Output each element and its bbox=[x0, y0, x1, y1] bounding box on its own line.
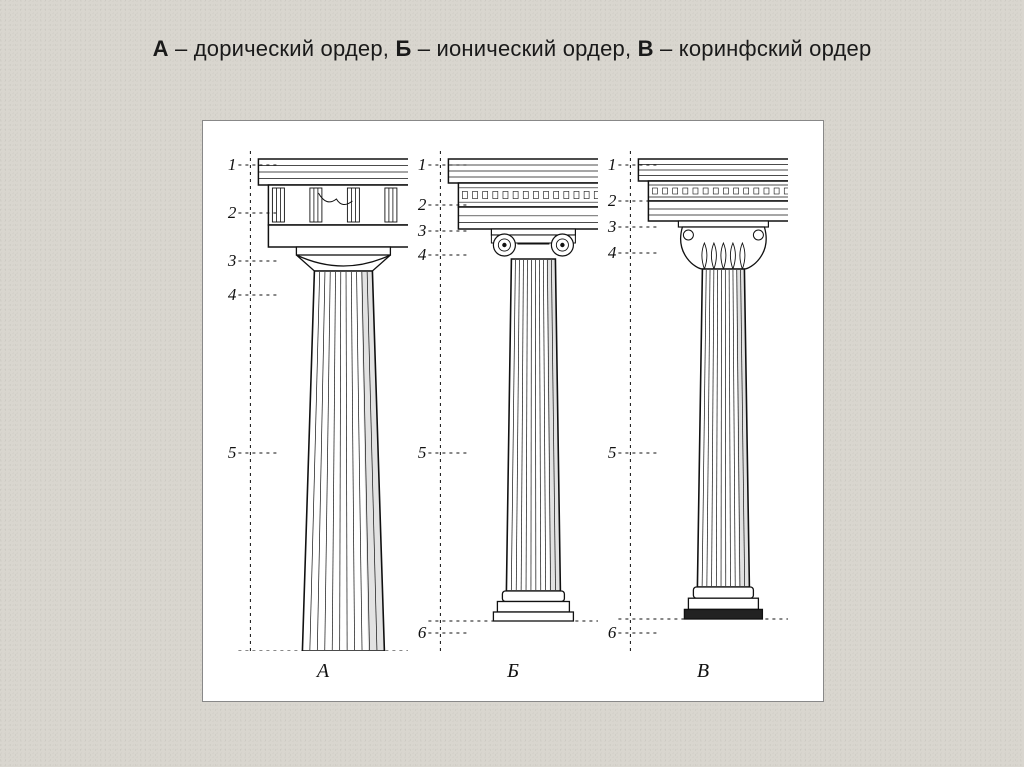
part-number-label: 6 bbox=[410, 623, 426, 643]
part-number-label: 3 bbox=[600, 217, 616, 237]
part-number-label: 5 bbox=[600, 443, 616, 463]
title-text: – дорический ордер, bbox=[169, 36, 396, 61]
part-number-label: 4 bbox=[410, 245, 426, 265]
column-svg-B bbox=[428, 151, 598, 651]
column-corinthian bbox=[618, 151, 788, 651]
under-label-A: А bbox=[238, 660, 408, 683]
part-number-label: 3 bbox=[220, 251, 236, 271]
title-text: – коринфский ордер bbox=[654, 36, 872, 61]
title-key: Б bbox=[395, 36, 411, 61]
part-number-label: 4 bbox=[220, 285, 236, 305]
part-number-label: 4 bbox=[600, 243, 616, 263]
part-number-label: 3 bbox=[410, 221, 426, 241]
part-number-label: 2 bbox=[600, 191, 616, 211]
column-svg-A bbox=[238, 151, 408, 651]
under-label-B: Б bbox=[428, 660, 598, 683]
part-number-label: 1 bbox=[220, 155, 236, 175]
part-number-label: 2 bbox=[410, 195, 426, 215]
part-number-label: 6 bbox=[600, 623, 616, 643]
part-number-label: 5 bbox=[220, 443, 236, 463]
part-number-label: 1 bbox=[410, 155, 426, 175]
page-title: А – дорический ордер, Б – ионический орд… bbox=[0, 36, 1024, 62]
title-key: А bbox=[153, 36, 169, 61]
title-text: – ионический ордер, bbox=[411, 36, 637, 61]
part-number-label: 5 bbox=[410, 443, 426, 463]
figure-frame: А Б В 1 2 3 4 5 1 2 3 4 5 6 1 2 3 4 5 6 bbox=[202, 120, 824, 702]
title-key: В bbox=[638, 36, 654, 61]
column-svg-C bbox=[618, 151, 788, 651]
column-doric bbox=[238, 151, 408, 651]
page-root: А – дорический ордер, Б – ионический орд… bbox=[0, 0, 1024, 767]
part-number-label: 1 bbox=[600, 155, 616, 175]
under-label-C: В bbox=[618, 660, 788, 683]
part-number-label: 2 bbox=[220, 203, 236, 223]
column-ionic bbox=[428, 151, 598, 651]
